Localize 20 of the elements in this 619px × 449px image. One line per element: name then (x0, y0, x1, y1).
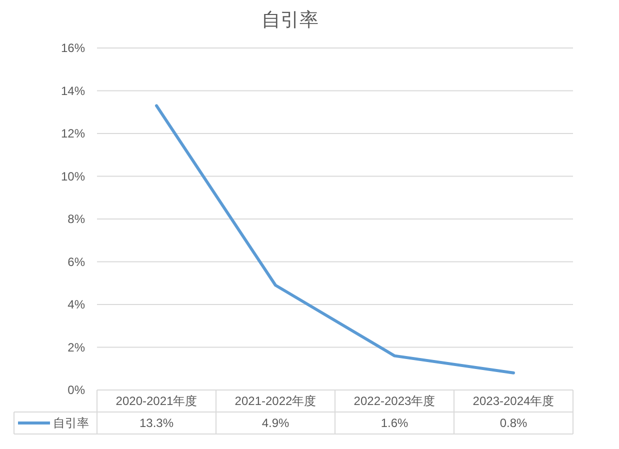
y-tick-label: 2% (68, 340, 86, 354)
y-tick-label: 0% (68, 383, 86, 397)
y-tick-label: 6% (68, 254, 86, 269)
text: 1.6% (380, 416, 408, 430)
text: 4.9% (262, 416, 290, 430)
chart-title: 自引率 (262, 9, 318, 31)
line-series (155, 104, 515, 374)
x-tick-label: 2022-2023年度 (354, 394, 436, 408)
y-tick-label: 4% (68, 298, 86, 312)
y-tick-label: 8% (68, 212, 86, 226)
y-tick-label: 14% (60, 84, 86, 98)
legend-label: 自引率 (53, 416, 89, 430)
y-tick-label: 12% (60, 126, 86, 140)
text: 0.8% (500, 416, 528, 430)
text: 13.3% (139, 416, 174, 430)
x-tick-label: 2020-2021年度 (116, 394, 198, 408)
x-tick-label: 2021-2022年度 (234, 394, 316, 408)
y-tick-label: 16% (60, 41, 86, 55)
y-tick-label: 10% (60, 169, 86, 184)
x-tick-label: 2023-2024年度 (472, 394, 554, 408)
